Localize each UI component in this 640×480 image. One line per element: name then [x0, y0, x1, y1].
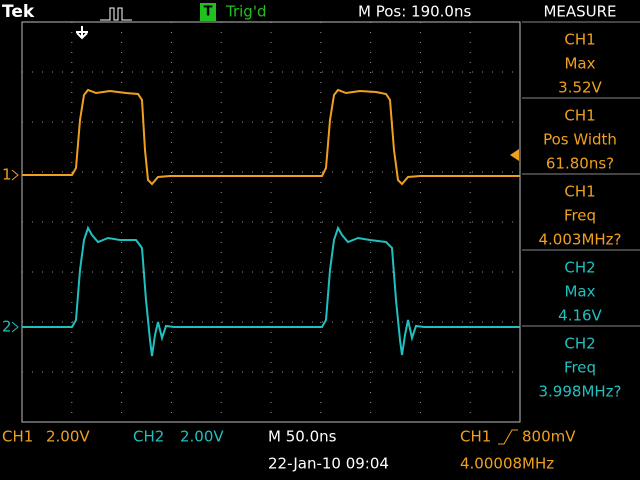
datetime: 22-Jan-10 09:04 — [268, 455, 389, 473]
measure-type: Pos Width — [543, 131, 617, 149]
measure-panel: CH1 Max 3.52V CH1 Pos Width 61.80ns? CH1 Freq 4.… — [522, 21, 640, 401]
trigger-source: CH1 — [460, 428, 491, 446]
trigger-level: 800mV — [522, 428, 576, 446]
measure-type: Freq — [564, 359, 596, 377]
trigger-type-icon — [100, 7, 132, 21]
ch1-marker-arrow — [11, 169, 19, 181]
measure-type: Max — [564, 283, 595, 301]
trigger-status: Trig'd — [225, 3, 266, 21]
measure-source: CH2 — [564, 335, 595, 353]
ch2-marker-arrow — [11, 321, 19, 333]
trigger-icon: T — [204, 5, 213, 20]
measure-title: MEASURE — [543, 3, 616, 21]
measure-source: CH1 — [564, 31, 595, 49]
measure-value: 61.80ns? — [546, 155, 614, 173]
trigger-frequency: 4.00008MHz — [460, 455, 554, 473]
measure-source: CH1 — [564, 183, 595, 201]
ch1-label: CH1 — [2, 428, 33, 446]
measure-value: 3.998MHz? — [539, 383, 622, 401]
measure-value: 3.52V — [558, 79, 602, 97]
measure-source: CH2 — [564, 259, 595, 277]
position: M Pos: 190.0ns — [358, 3, 471, 21]
trigger-level-marker — [510, 149, 519, 161]
trigger-slope-icon — [498, 429, 518, 445]
measure-type: Freq — [564, 207, 596, 225]
ch1-scale: 2.00V — [46, 428, 90, 446]
ch2-marker: 2 — [2, 318, 12, 336]
ch2-scale: 2.00V — [180, 428, 224, 446]
trigger-position-marker — [76, 26, 88, 40]
measure-value: 4.003MHz? — [539, 231, 622, 249]
measure-source: CH1 — [564, 107, 595, 125]
trigger-icon-box — [200, 3, 216, 21]
measure-value: 4.16V — [558, 307, 602, 325]
brand: Tek — [2, 2, 35, 22]
ch1-marker: 1 — [2, 166, 12, 184]
ch2-label: CH2 — [133, 428, 164, 446]
graticule — [21, 21, 521, 423]
measure-type: Max — [564, 55, 595, 73]
ch1-waveform — [22, 88, 520, 186]
timebase: M 50.0ns — [268, 428, 337, 446]
ch2-waveform — [22, 225, 520, 357]
